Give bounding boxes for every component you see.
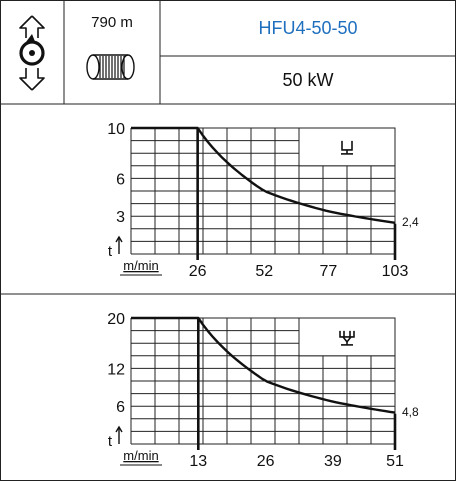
y-tick-label: 6: [116, 399, 125, 416]
rotation-direction-icon: [19, 15, 45, 91]
y-unit-label: t: [108, 433, 113, 450]
y-tick-label: 12: [107, 361, 125, 378]
single-hook-icon: [341, 140, 353, 155]
power-rating: 50 kW: [282, 69, 334, 90]
model-name: HFU4-50-50: [258, 17, 358, 38]
y-tick-label: 6: [116, 171, 125, 188]
y-tick-label: 20: [107, 311, 125, 328]
x-tick-label: 26: [257, 453, 275, 470]
x-tick-label: 39: [324, 453, 342, 470]
y-arrow-icon: [115, 235, 123, 254]
x-tick-label: 26: [189, 263, 207, 280]
x-unit-label: m/min: [123, 448, 158, 463]
end-value-label: 2,4: [402, 215, 419, 229]
y-tick-label: 3: [116, 209, 125, 226]
load-curve: [131, 316, 396, 414]
chart-grid: [130, 127, 396, 255]
y-unit-label: t: [108, 243, 113, 260]
x-unit-label: m/min: [123, 258, 158, 273]
double-hook-icon: [339, 330, 355, 346]
y-arrow-icon: [115, 425, 123, 444]
x-tick-label: 52: [255, 263, 273, 280]
load-speed-chart-single: 10 6 3t m/min 26 52 77 103 2,4: [107, 121, 419, 280]
y-tick-label: 10: [107, 121, 125, 138]
x-tick-label: 13: [189, 453, 207, 470]
cable-length: 790 m: [91, 14, 133, 31]
x-tick-label: 103: [382, 263, 409, 280]
load-speed-chart-double: 20 12 6t m/min 13 26 39 51 4,8: [107, 311, 419, 470]
x-tick-label: 51: [386, 453, 404, 470]
hook-icon-box: [298, 127, 396, 167]
end-value-label: 4,8: [402, 405, 419, 419]
x-tick-label: 77: [319, 263, 337, 280]
cable-reel-icon: [86, 54, 135, 80]
load-curve: [131, 126, 396, 224]
